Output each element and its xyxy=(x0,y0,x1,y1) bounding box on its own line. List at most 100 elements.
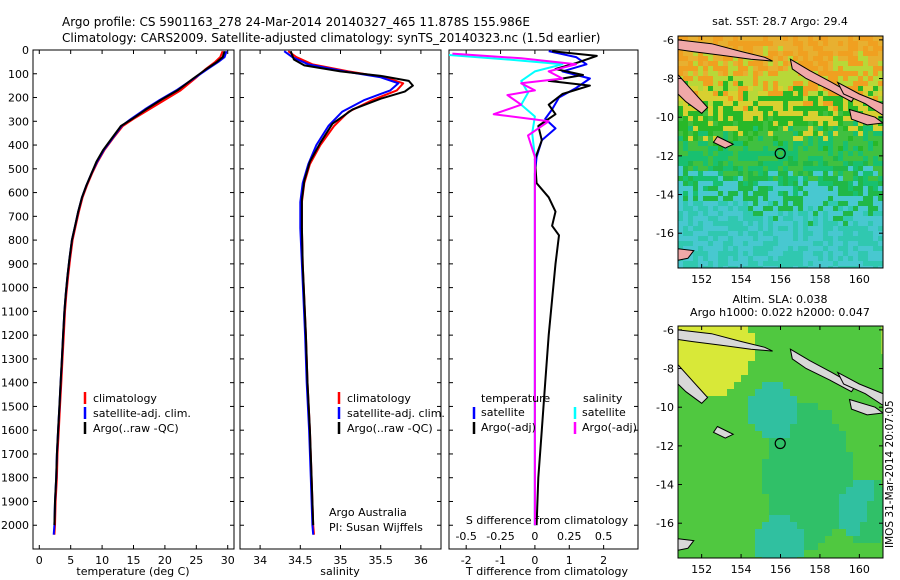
map-cell xyxy=(769,361,777,369)
map-cell xyxy=(733,71,739,77)
map-cell xyxy=(753,146,759,152)
map-cell xyxy=(788,101,794,107)
map-cell xyxy=(793,106,799,112)
map-cell xyxy=(753,96,759,102)
map-cell xyxy=(848,51,854,57)
map-cell xyxy=(720,410,728,418)
map-cell xyxy=(743,116,749,122)
map-cell xyxy=(763,146,769,152)
map-cell xyxy=(798,111,804,117)
map-cell xyxy=(839,417,847,425)
map-cell xyxy=(818,529,826,537)
map-cell xyxy=(788,46,794,52)
map-cell xyxy=(755,501,763,509)
map-cell xyxy=(678,176,684,182)
map-cell xyxy=(808,116,814,122)
map-cell xyxy=(843,46,849,52)
lon-tick-label: 158 xyxy=(809,563,830,576)
map-cell xyxy=(790,368,798,376)
map-cell xyxy=(713,536,721,544)
map-cell xyxy=(798,36,804,42)
map-cell xyxy=(818,424,826,432)
map-cell xyxy=(832,487,840,495)
map-cell xyxy=(853,466,861,474)
map-cell xyxy=(825,403,833,411)
map-cell xyxy=(763,216,769,222)
map-cell xyxy=(728,121,734,127)
map-cell xyxy=(858,126,864,132)
map-cell xyxy=(769,431,777,439)
map-cell xyxy=(798,106,804,112)
map-cell xyxy=(843,166,849,172)
map-cell xyxy=(728,156,734,162)
map-cell xyxy=(825,361,833,369)
map-cell xyxy=(692,340,700,348)
map-cell xyxy=(863,251,869,257)
map-cell xyxy=(678,71,684,77)
map-cell xyxy=(863,231,869,237)
map-cell xyxy=(811,529,819,537)
map-cell xyxy=(853,410,861,418)
map-cell xyxy=(693,166,699,172)
map-cell xyxy=(763,131,769,137)
map-cell xyxy=(778,41,784,47)
map-cell xyxy=(783,191,789,197)
map-cell xyxy=(738,106,744,112)
map-cell xyxy=(853,46,859,52)
map-cell xyxy=(718,211,724,217)
map-cell xyxy=(685,326,693,334)
legend-s-satellite: satellite xyxy=(582,406,626,419)
map-cell xyxy=(720,459,728,467)
map-cell xyxy=(839,431,847,439)
map-cell xyxy=(873,81,879,87)
map-cell xyxy=(683,226,689,232)
map-cell xyxy=(874,452,882,460)
map-cell xyxy=(811,494,819,502)
map-cell xyxy=(863,241,869,247)
depth-tick-label: 600 xyxy=(8,187,29,200)
map-cell xyxy=(755,480,763,488)
map-cell xyxy=(778,231,784,237)
map-cell xyxy=(763,71,769,77)
map-cell xyxy=(773,156,779,162)
map-cell xyxy=(728,126,734,132)
map-cell xyxy=(860,473,868,481)
map-cell xyxy=(743,41,749,47)
map-cell xyxy=(811,410,819,418)
map-cell xyxy=(808,106,814,112)
map-cell xyxy=(878,201,883,207)
map-cell xyxy=(833,66,839,72)
map-cell xyxy=(874,403,882,411)
map-cell xyxy=(741,333,749,341)
map-cell xyxy=(763,101,769,107)
map-cell xyxy=(868,146,874,152)
map-cell xyxy=(853,186,859,192)
map-cell xyxy=(813,196,819,202)
map-cell xyxy=(778,196,784,202)
map-cell xyxy=(843,136,849,142)
map-cell xyxy=(848,121,854,127)
map-cell xyxy=(853,211,859,217)
map-cell xyxy=(839,536,847,544)
map-cell xyxy=(823,111,829,117)
map-cell xyxy=(713,216,719,222)
map-cell xyxy=(858,91,864,97)
map-cell xyxy=(728,56,734,62)
map-cell xyxy=(848,41,854,47)
map-cell xyxy=(734,459,742,467)
salinity-legend: climatology satellite-adj. clim. Argo(..… xyxy=(329,392,445,534)
map-cell xyxy=(683,201,689,207)
map-cell xyxy=(793,91,799,97)
map-cell xyxy=(848,156,854,162)
map-cell xyxy=(738,151,744,157)
map-cell xyxy=(692,354,700,362)
map-cell xyxy=(783,403,791,411)
map-cell xyxy=(846,522,854,530)
map-cell xyxy=(790,438,798,446)
map-cell xyxy=(755,487,763,495)
map-cell xyxy=(828,111,834,117)
map-cell xyxy=(848,216,854,222)
map-cell xyxy=(790,522,798,530)
map-cell xyxy=(868,206,874,212)
map-cell xyxy=(843,246,849,252)
